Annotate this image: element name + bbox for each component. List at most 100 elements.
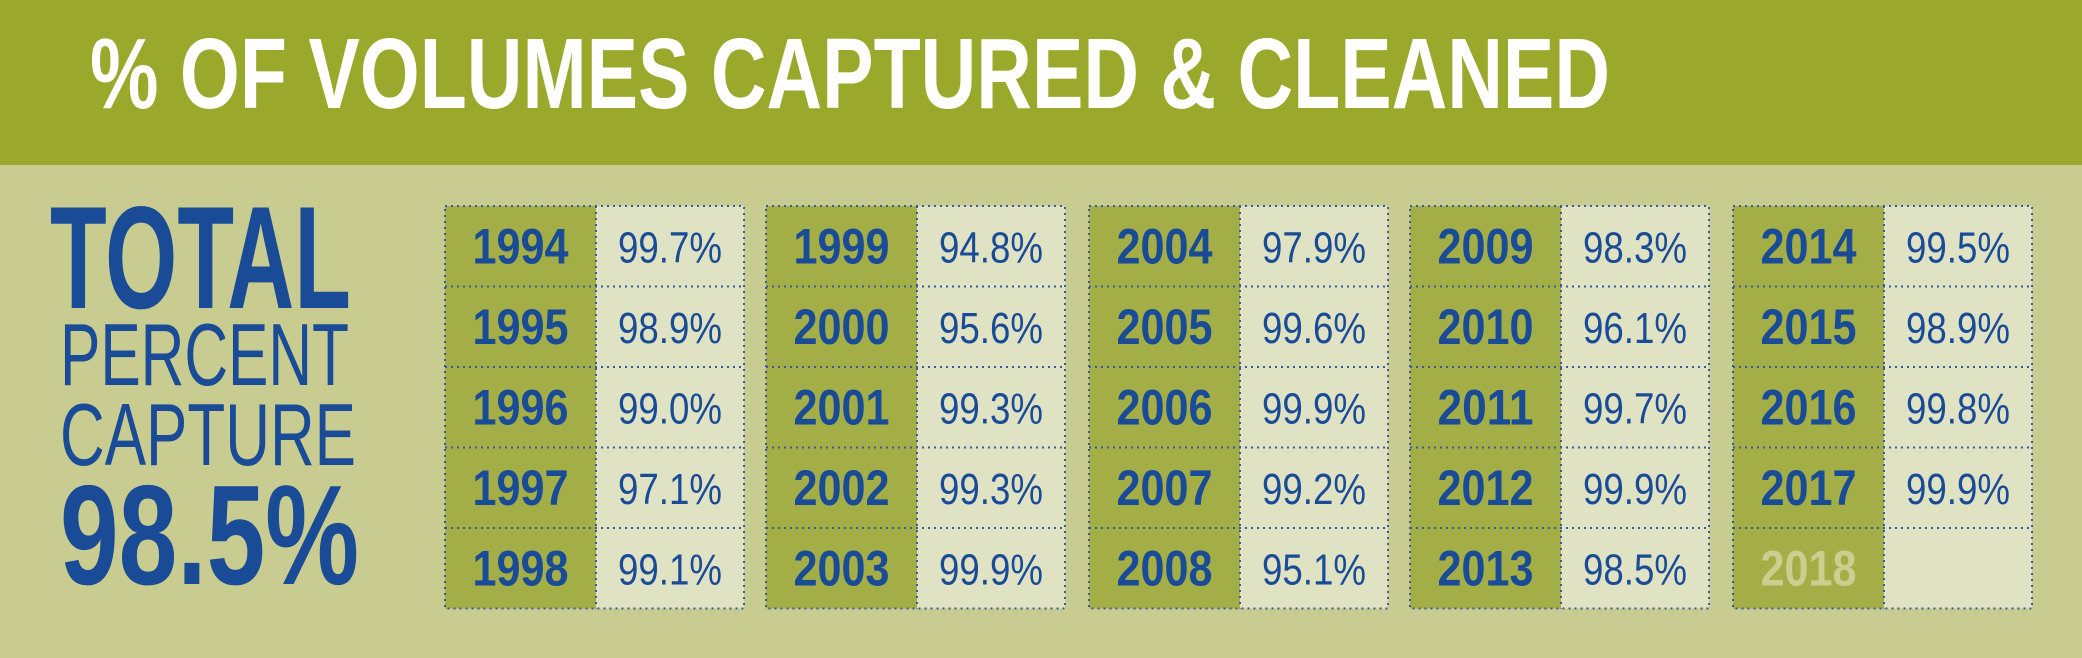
year-cell [1089,367,1240,448]
group-border [1409,205,1710,610]
year: 2011 [1438,379,1534,435]
year-cell [766,206,917,287]
value-cell [917,528,1065,609]
percent: 95.1% [1262,545,1366,594]
percent: 99.9% [1583,465,1687,514]
value-cell [596,367,744,448]
percent: 98.9% [1906,304,2010,353]
value-cell [1561,367,1709,448]
percent: 97.1% [618,465,722,514]
value-cell [1561,206,1709,287]
year-cell [445,528,596,609]
value-cell [1240,206,1388,287]
value-cell [917,447,1065,528]
year-cell [1733,528,1884,609]
group-border [1732,205,2033,610]
year: 2016 [1761,379,1857,435]
value-cell [917,367,1065,448]
year-cell [445,447,596,528]
year: 2018 [1761,540,1857,596]
year: 2014 [1761,218,1857,274]
percent: 99.0% [618,384,722,433]
year: 2008 [1117,540,1213,596]
year: 2001 [794,379,890,435]
year: 2004 [1117,218,1213,274]
year: 2017 [1761,460,1857,516]
year: 1998 [473,540,569,596]
percent: 99.5% [1906,223,2010,272]
summary-line: PERCENT [60,305,349,404]
year: 1996 [473,379,569,435]
year: 2006 [1117,379,1213,435]
year-cell [1410,528,1561,609]
percent: 98.5% [1583,545,1687,594]
year: 2002 [794,460,890,516]
value-cell [1240,528,1388,609]
percent: 99.7% [618,223,722,272]
value-cell [1884,367,2032,448]
value-cell [1561,528,1709,609]
year: 2007 [1117,460,1213,516]
year-cell [766,286,917,367]
percent: 99.3% [939,384,1043,433]
value-cell [1884,286,2032,367]
year: 2012 [1438,460,1534,516]
value-cell [596,206,744,287]
value-cell [1561,447,1709,528]
year: 1997 [473,460,569,516]
year-cell [445,206,596,287]
year: 2003 [794,540,890,596]
summary-line: CAPTURE [60,385,356,484]
year: 1995 [473,299,569,355]
year-cell [1733,447,1884,528]
year: 2013 [1438,540,1534,596]
title: % OF VOLUMES CAPTURED & CLEANED [90,18,1610,130]
year-cell [1733,286,1884,367]
year: 2005 [1117,299,1213,355]
year-cell [1733,206,1884,287]
year-cell [1089,528,1240,609]
year-cell [1089,447,1240,528]
value-cell [1240,286,1388,367]
percent: 98.3% [1583,223,1687,272]
value-cell [1884,206,2032,287]
year-cell [445,367,596,448]
year: 2015 [1761,299,1857,355]
value-cell [917,286,1065,367]
percent: 94.8% [939,223,1043,272]
value-cell [1240,447,1388,528]
group-border [444,205,745,610]
percent: 99.9% [939,545,1043,594]
percent: 96.1% [1583,304,1687,353]
percent: 98.9% [618,304,722,353]
year-cell [1410,447,1561,528]
group-border [1088,205,1389,610]
year: 2000 [794,299,890,355]
year: 2010 [1438,299,1534,355]
percent: 99.8% [1906,384,2010,433]
percent: 99.9% [1906,465,2010,514]
percent: 99.3% [939,465,1043,514]
year-cell [1733,367,1884,448]
value-cell [1561,286,1709,367]
value-cell [596,447,744,528]
percent: 99.7% [1583,384,1687,433]
percent: 99.9% [1262,384,1366,433]
value-cell [1240,367,1388,448]
percent: 97.9% [1262,223,1366,272]
year: 2009 [1438,218,1534,274]
percent: 99.1% [618,545,722,594]
value-cell [596,528,744,609]
year: 1994 [473,218,569,274]
year-cell [1410,206,1561,287]
group-border [765,205,1066,610]
year-cell [1089,286,1240,367]
value-cell [917,206,1065,287]
year-cell [766,367,917,448]
value-cell [596,286,744,367]
year-cell [766,528,917,609]
year: 1999 [794,218,890,274]
summary-total: TOTAL [50,176,351,339]
